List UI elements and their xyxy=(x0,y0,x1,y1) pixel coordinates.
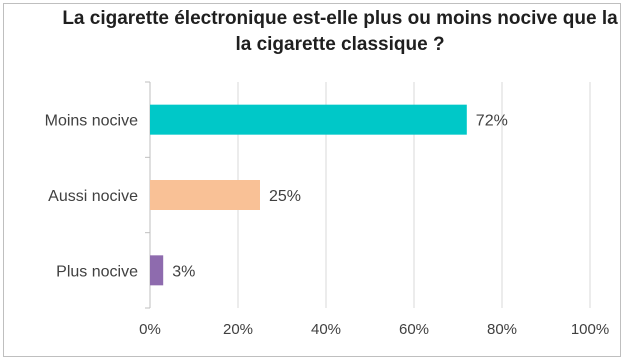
x-tick-label: 100% xyxy=(571,321,609,338)
category-label: Plus nocive xyxy=(56,263,138,280)
data-label: 72% xyxy=(476,113,508,130)
data-label: 3% xyxy=(172,263,195,280)
data-label: 25% xyxy=(269,188,301,205)
bar xyxy=(150,255,164,286)
bar xyxy=(150,180,260,210)
x-tick-label: 40% xyxy=(311,321,341,338)
x-tick-label: 60% xyxy=(399,321,429,338)
category-label: Moins nocive xyxy=(45,113,138,130)
chart-frame xyxy=(3,3,621,357)
x-tick-label: 20% xyxy=(223,321,253,338)
bar xyxy=(150,104,467,135)
category-label: Aussi nocive xyxy=(48,188,138,205)
x-tick-label: 0% xyxy=(139,321,161,338)
chart-title: La cigarette électronique est-elle plus … xyxy=(62,8,618,55)
x-tick-label: 80% xyxy=(487,321,517,338)
